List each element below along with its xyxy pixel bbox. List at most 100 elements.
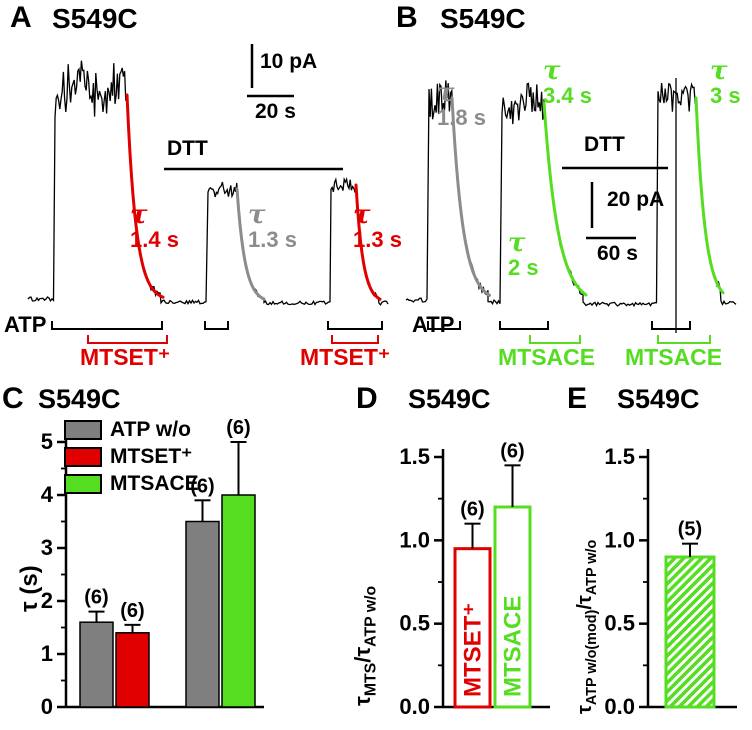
legend: ATP w/o MTSET⁺ MTSACE xyxy=(64,416,199,497)
mtsace-bracket xyxy=(657,335,711,344)
exp-fit-red xyxy=(125,93,165,299)
legend-label: ATP w/o xyxy=(110,417,191,441)
mtset-bracket xyxy=(331,335,379,344)
legend-label: MTSET⁺ xyxy=(110,445,193,468)
bar xyxy=(115,632,150,708)
tau-label-a1: τ 1.4 s xyxy=(130,202,179,251)
tick-label: 1.5 xyxy=(604,444,635,469)
legend-label: MTSACE xyxy=(110,471,199,495)
atp-label-b: ATP xyxy=(412,312,455,337)
n-label: (6) xyxy=(500,440,524,462)
trace-a-plot xyxy=(27,44,389,344)
mtsace-label-2: MTSACE xyxy=(625,344,723,370)
atp-bracket xyxy=(51,321,163,330)
mtset-label-1: MTSET⁺ xyxy=(80,344,171,370)
panel-b-letter: B xyxy=(396,1,418,34)
exp-fit-green xyxy=(694,96,725,295)
bar-inner-label: MTSACE xyxy=(500,596,527,697)
n-label: (5) xyxy=(678,519,702,541)
legend-swatch-green xyxy=(64,473,102,494)
tau-symbol: τ xyxy=(710,56,728,86)
bar xyxy=(221,494,256,708)
scale-current-label-a: 10 pA xyxy=(260,50,318,73)
atp-bracket xyxy=(499,321,549,330)
panel-a-letter: A xyxy=(10,1,32,34)
atp-bracket xyxy=(204,321,229,330)
c-y-axis-label: τ (s) xyxy=(16,565,43,612)
panel-d-title: S549C xyxy=(408,384,491,414)
tau-label-a2: τ 1.3 s xyxy=(248,202,297,251)
legend-item-atp: ATP w/o xyxy=(64,416,199,443)
tau-label-a3: τ 1.3 s xyxy=(353,202,402,251)
panel-d-letter: D xyxy=(356,382,378,415)
tick-label: 4 xyxy=(41,482,54,507)
tau-label-b2: τ 3.4 s xyxy=(543,58,592,107)
bar-chart-d: 0.0 0.5 1.0 1.5 (6) MTSET⁺ (6) MTSACE xyxy=(399,440,550,719)
tick-label: 1.5 xyxy=(399,444,430,469)
bar-inner-label: MTSET⁺ xyxy=(460,603,487,697)
tau-symbol: τ xyxy=(130,200,148,230)
exp-fit-green xyxy=(542,101,588,297)
bar xyxy=(79,621,114,708)
scale-time-label-b: 60 s xyxy=(597,242,638,265)
tau-symbol: τ xyxy=(508,228,526,258)
bar xyxy=(185,520,220,708)
tick-label: 0.5 xyxy=(604,611,635,636)
atp-bracket xyxy=(427,321,461,330)
tick-label: 0 xyxy=(41,694,53,719)
d-y-axis-label: τMTS/τATP w/o xyxy=(350,585,380,706)
tick-label: 0.0 xyxy=(604,694,635,719)
tau-value: 3 s xyxy=(710,82,741,108)
panel-e-title: S549C xyxy=(617,384,700,414)
mtsace-label-1: MTSACE xyxy=(498,344,596,370)
legend-swatch-gray xyxy=(64,419,102,440)
atp-bracket xyxy=(327,321,383,330)
mtset-bracket xyxy=(87,335,168,344)
exp-fit-red xyxy=(354,183,382,301)
scale-current-label-b: 20 pA xyxy=(607,188,665,211)
dtt-label-b: DTT xyxy=(584,133,625,156)
tick-label: 1 xyxy=(41,641,53,666)
n-label: (6) xyxy=(84,587,108,609)
tick-label: 3 xyxy=(41,535,53,560)
tau-symbol: τ xyxy=(437,78,455,108)
atp-label-a: ATP xyxy=(4,312,47,337)
panel-e-letter: E xyxy=(567,382,588,415)
scale-time-label-a: 20 s xyxy=(255,100,296,123)
trace-b-plot xyxy=(405,78,737,344)
tau-value: 1.8 s xyxy=(437,104,486,130)
bar-chart-c: 0 1 2 3 4 5 (6) (6) (6) (6) xyxy=(41,417,264,719)
panel-b-title: S549C xyxy=(440,3,526,34)
bar xyxy=(664,555,716,709)
tau-label-b3: τ 2 s xyxy=(508,230,539,279)
tau-value: 1.4 s xyxy=(130,226,179,252)
legend-item-mtset: MTSET⁺ xyxy=(64,443,199,470)
exp-fit-gray xyxy=(450,96,491,297)
n-label: (6) xyxy=(226,417,250,439)
tick-label: 1.0 xyxy=(604,527,635,552)
tau-symbol: τ xyxy=(543,56,561,86)
n-label: (6) xyxy=(120,600,144,622)
dtt-label-a: DTT xyxy=(167,137,208,160)
tick-label: 1.0 xyxy=(399,527,430,552)
bar-chart-e: 0.0 0.5 1.0 1.5 (5) xyxy=(604,444,737,719)
tau-label-b4: τ 3 s xyxy=(710,58,741,107)
exp-fit-gray xyxy=(235,187,266,301)
tau-value: 1.3 s xyxy=(248,226,297,252)
tick-label: 0.0 xyxy=(399,694,430,719)
mtsace-bracket xyxy=(529,335,581,344)
panel-c-title: S549C xyxy=(38,384,121,414)
tau-symbol: τ xyxy=(353,200,371,230)
tau-value: 1.3 s xyxy=(353,226,402,252)
mtset-label-2: MTSET⁺ xyxy=(300,344,391,370)
e-y-axis-label: τATP w/o(mod)/τATP w/o xyxy=(574,539,600,714)
panel-c-letter: C xyxy=(2,382,24,415)
bar xyxy=(453,547,492,709)
tau-symbol: τ xyxy=(248,200,266,230)
panel-a-title: S549C xyxy=(52,3,138,34)
legend-item-mtsace: MTSACE xyxy=(64,470,199,497)
current-trace-a xyxy=(27,60,389,306)
n-label: (6) xyxy=(460,499,484,521)
tau-value: 2 s xyxy=(508,254,539,280)
